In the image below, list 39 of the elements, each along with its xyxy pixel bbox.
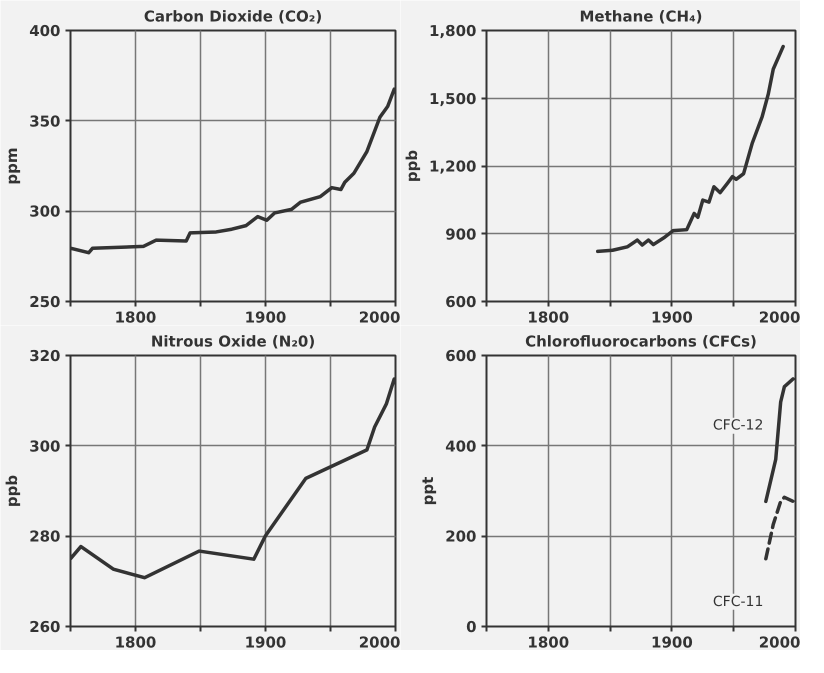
y-tick-label: 1,200 xyxy=(429,158,477,176)
x-tick-label: 2000 xyxy=(358,308,400,326)
chart-title: Methane (CH₄) xyxy=(580,8,703,26)
y-tick-label: 320 xyxy=(29,347,60,365)
x-tick-label: 2000 xyxy=(758,308,800,326)
y-tick-label: 600 xyxy=(445,293,476,311)
x-tick-label: 1800 xyxy=(114,308,156,326)
y-tick-label: 1,500 xyxy=(429,90,477,108)
x-tick-label: 1900 xyxy=(651,308,693,326)
x-tick-label: 1900 xyxy=(244,634,286,652)
x-tick-label: 1800 xyxy=(527,634,570,652)
y-tick-label: 350 xyxy=(29,112,60,130)
y-axis-title: ppb xyxy=(403,150,422,182)
chart-title: Nitrous Oxide (N₂0) xyxy=(150,332,316,350)
series-label: CFC-12 xyxy=(712,418,764,434)
text: CFC-11 xyxy=(712,594,764,610)
chart-title: Chlorofluorocarbons (CFCs) xyxy=(525,332,757,350)
chart-title: Carbon Dioxide (CO₂) xyxy=(144,8,322,26)
x-tick-label: 1800 xyxy=(527,308,570,326)
y-tick-label: 400 xyxy=(29,22,60,40)
y-tick-label: 1,800 xyxy=(429,22,477,40)
x-tick-label: 2000 xyxy=(758,634,800,652)
y-axis-title: ppm xyxy=(3,147,22,185)
x-tick-label: 2000 xyxy=(358,634,400,652)
y-tick-label: 260 xyxy=(29,618,60,636)
y-tick-label: 300 xyxy=(29,437,60,456)
y-tick-label: 250 xyxy=(29,293,60,311)
y-tick-label: 900 xyxy=(445,225,476,244)
y-tick-label: 0 xyxy=(466,618,476,636)
y-tick-label: 300 xyxy=(29,202,60,221)
y-axis-title: ppt xyxy=(419,476,438,506)
x-tick-label: 1900 xyxy=(651,634,693,652)
x-tick-label: 1900 xyxy=(244,308,286,326)
y-axis-title: ppb xyxy=(3,474,22,508)
y-tick-label: 600 xyxy=(445,347,476,365)
x-tick-label: 1800 xyxy=(114,634,156,652)
y-tick-label: 200 xyxy=(445,528,476,546)
y-tick-label: 400 xyxy=(445,437,476,456)
y-tick-label: 280 xyxy=(29,528,60,546)
